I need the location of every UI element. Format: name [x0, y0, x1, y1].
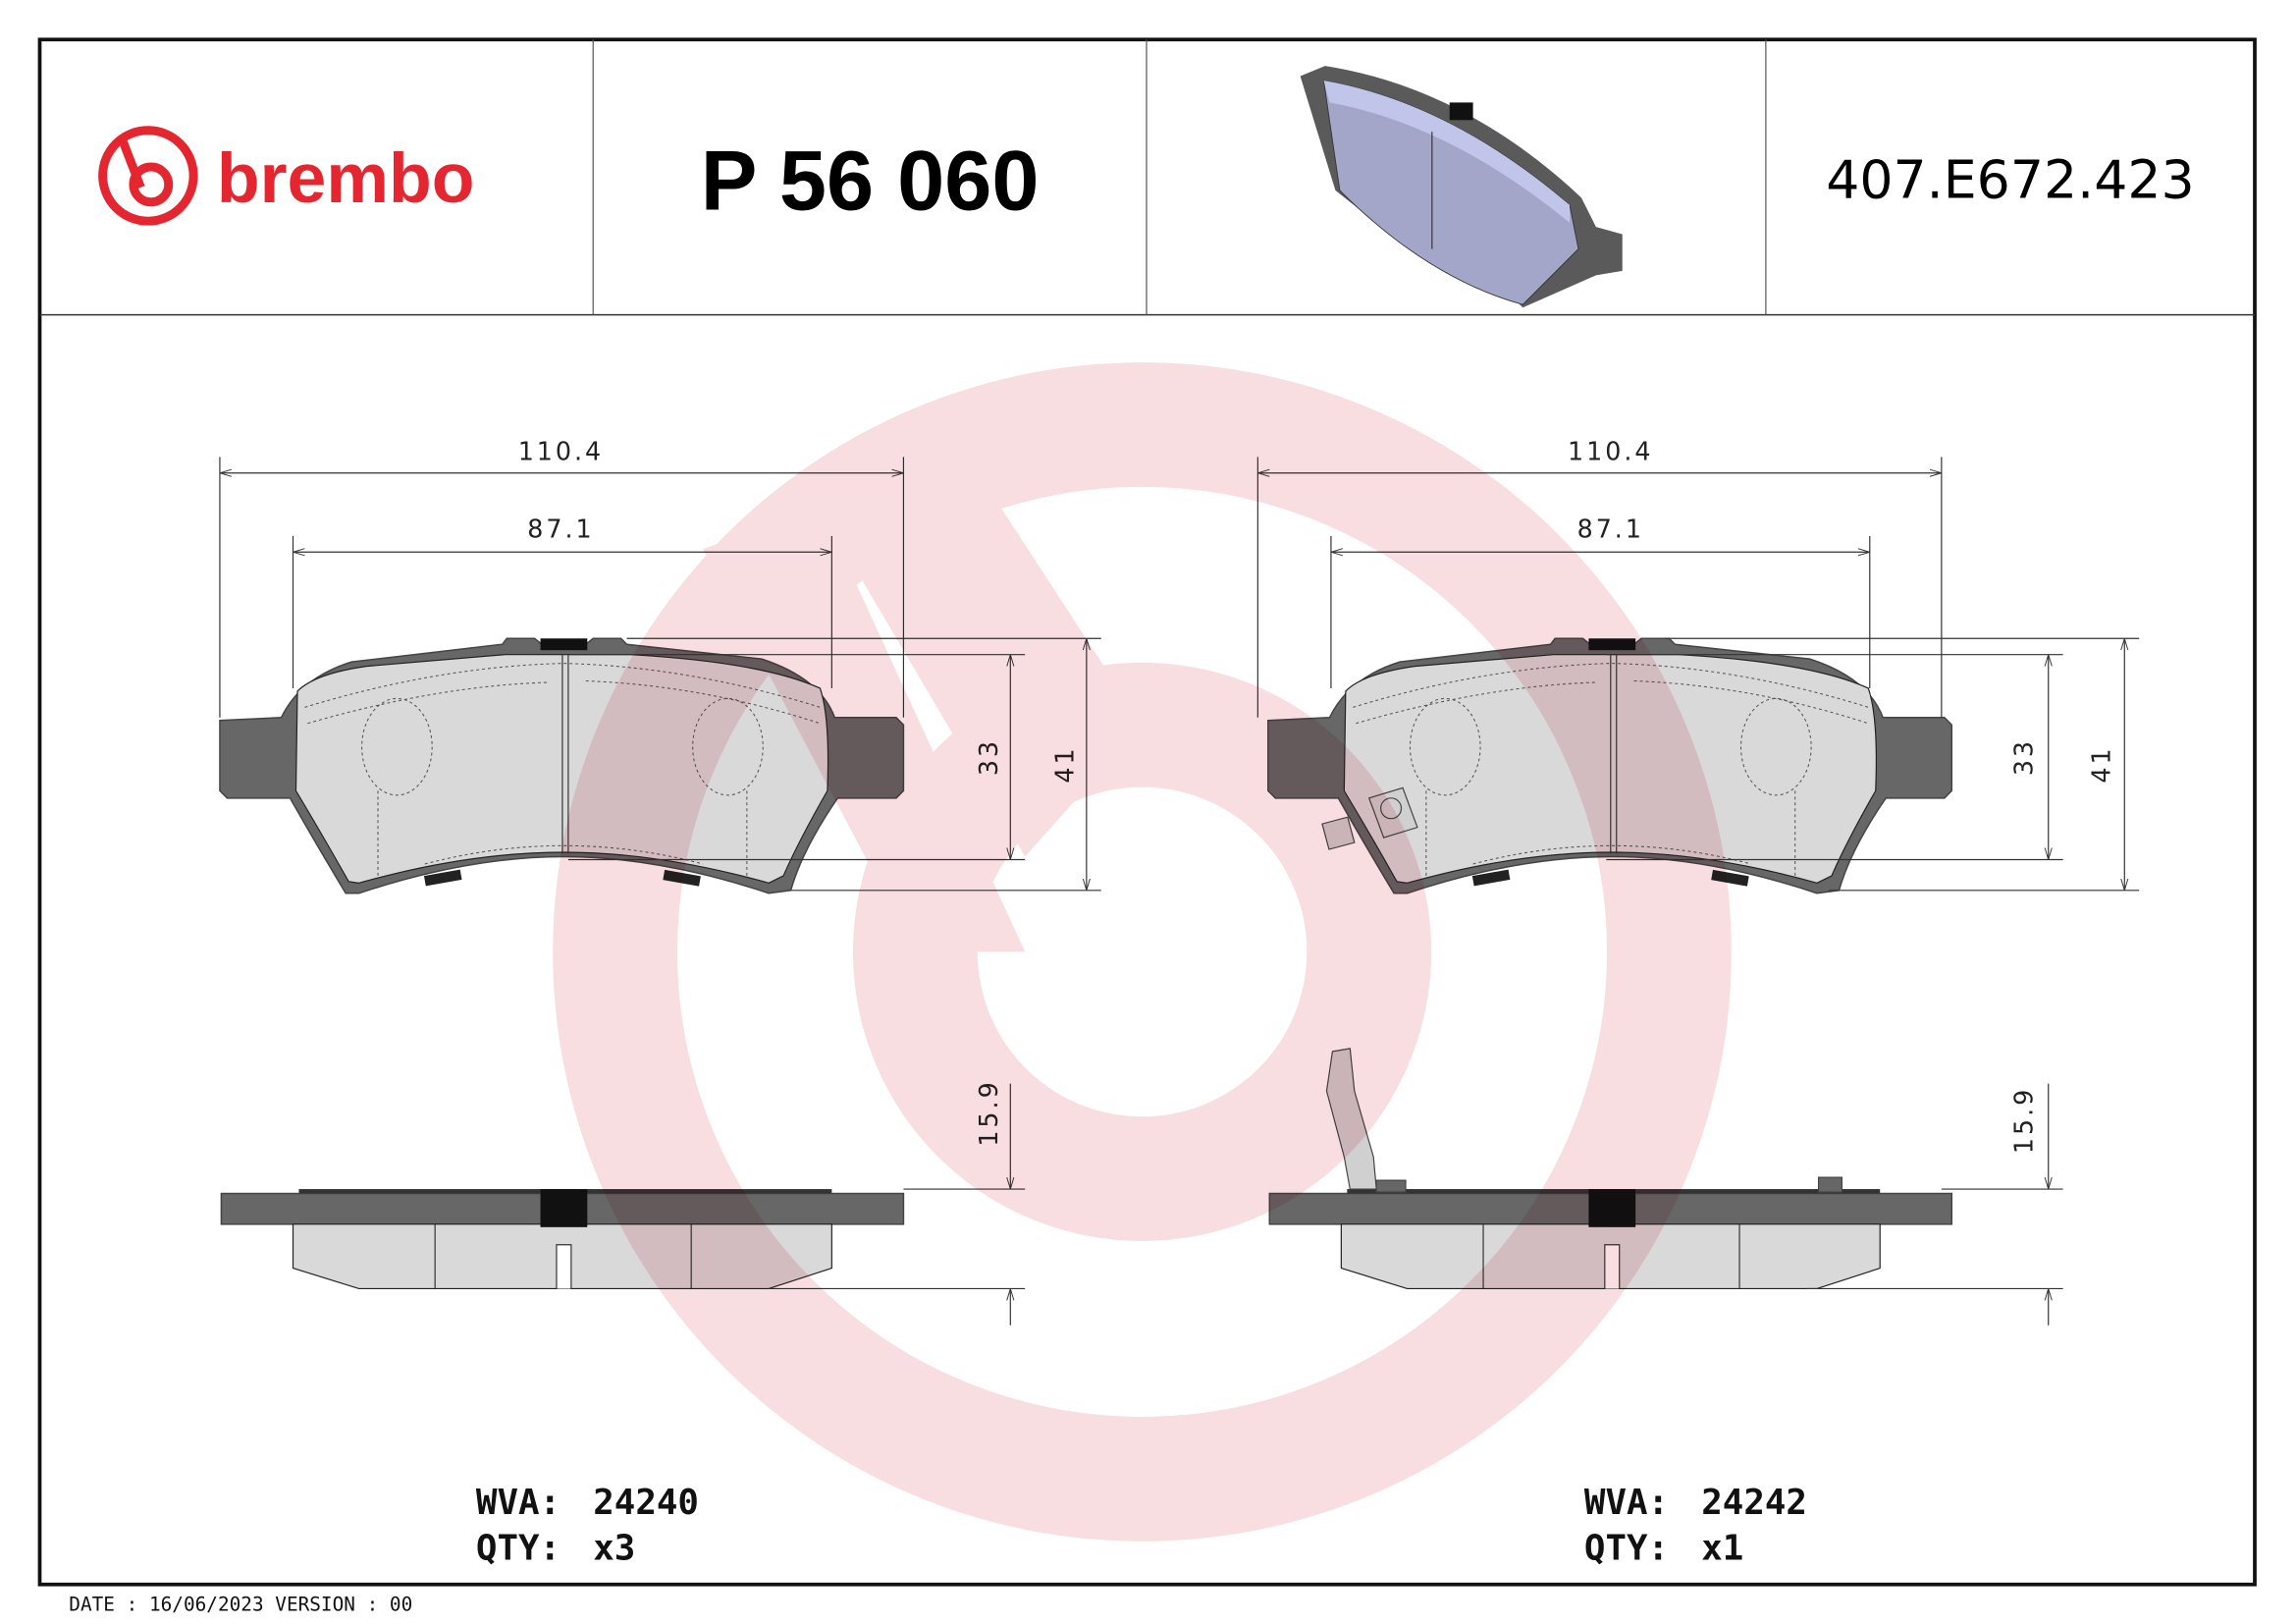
brembo-logo: brembo — [98, 126, 474, 226]
qty-value-1: x3 — [593, 1528, 635, 1568]
dim-width-friction: 87.1 — [527, 514, 594, 543]
qty-label-2: QTY: — [1584, 1528, 1669, 1568]
part-number: P 56 060 — [701, 134, 1040, 228]
sheet-border — [37, 37, 2257, 1587]
dim-height-total: 41 — [2086, 745, 2115, 783]
brembo-logo-icon — [98, 126, 198, 226]
dim-width-friction: 87.1 — [1577, 514, 1644, 543]
brake-pad-3d-image — [1300, 66, 1623, 308]
wva-label-2: WVA: — [1584, 1483, 1669, 1523]
qty-label-1: QTY: — [476, 1528, 561, 1568]
date-version: DATE : 16/06/2023 VERSION : 00 — [69, 1594, 412, 1616]
brembo-watermark — [553, 362, 1732, 1542]
qty-value-2: x1 — [1701, 1528, 1743, 1568]
wva-value-1: 24240 — [593, 1483, 699, 1523]
reference-number: 407.E672.423 — [1826, 148, 2194, 210]
dim-width-total: 110.4 — [1568, 436, 1653, 465]
brembo-logo-text: brembo — [217, 139, 474, 218]
dim-height-friction: 33 — [2008, 738, 2038, 776]
wva-label-1: WVA: — [476, 1483, 561, 1523]
dim-width-total: 110.4 — [518, 436, 604, 465]
wva-value-2: 24242 — [1701, 1483, 1807, 1523]
dim-thickness: 15.9 — [2008, 1087, 2038, 1154]
